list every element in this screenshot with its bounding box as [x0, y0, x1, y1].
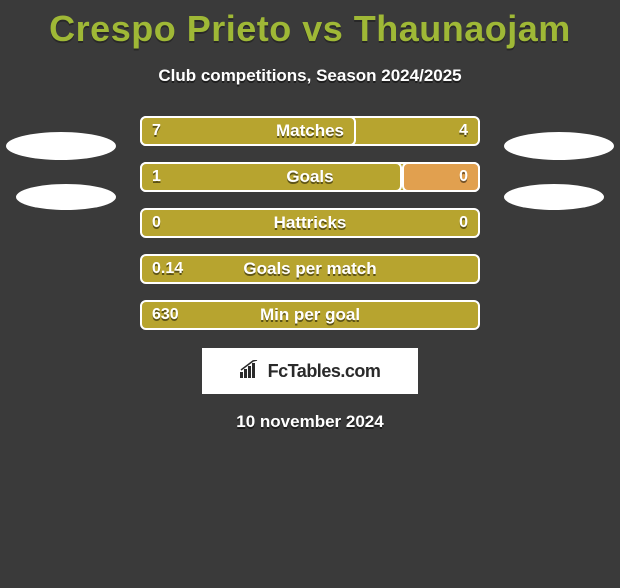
- metric-label: Goals: [140, 167, 480, 187]
- metric-row: 630 Min per goal: [140, 300, 480, 330]
- metric-row: 7 Matches 4: [140, 116, 480, 146]
- comparison-widget: Crespo Prieto vs Thaunaojam Club competi…: [0, 8, 620, 432]
- brand-box[interactable]: FcTables.com: [202, 348, 418, 394]
- page-title: Crespo Prieto vs Thaunaojam: [0, 8, 620, 50]
- subtitle: Club competitions, Season 2024/2025: [0, 66, 620, 86]
- brand-label: FcTables.com: [268, 361, 381, 382]
- metrics-list: 7 Matches 4 1 Goals 0 0 Hattricks 0 0.14…: [0, 116, 620, 330]
- metric-right-value: 0: [459, 214, 468, 232]
- metric-label: Hattricks: [140, 213, 480, 233]
- metric-row: 0 Hattricks 0: [140, 208, 480, 238]
- metric-right-value: 4: [459, 122, 468, 140]
- metric-label: Min per goal: [140, 305, 480, 325]
- metric-row: 0.14 Goals per match: [140, 254, 480, 284]
- metric-right-value: 0: [459, 168, 468, 186]
- metric-row: 1 Goals 0: [140, 162, 480, 192]
- date-label: 10 november 2024: [0, 412, 620, 432]
- metric-label: Goals per match: [140, 259, 480, 279]
- bar-chart-icon: [240, 360, 262, 383]
- metric-label: Matches: [140, 121, 480, 141]
